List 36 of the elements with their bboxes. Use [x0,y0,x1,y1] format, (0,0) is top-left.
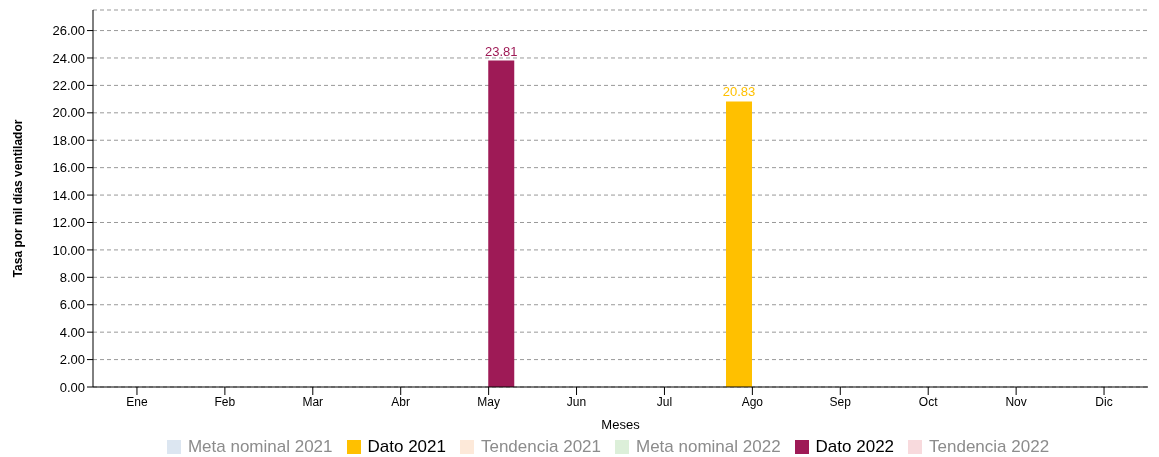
x-tick-label: Ene [126,394,148,409]
legend-label: Meta nominal 2022 [635,437,781,457]
y-tick-label: 18.00 [52,132,85,148]
x-tick-label: Ago [741,394,764,409]
y-tick-label: 4.00 [59,324,85,340]
y-tick-label: 10.00 [52,242,85,258]
x-tick-label: Abr [391,394,411,409]
legend-label: Meta nominal 2021 [186,437,333,457]
legend-label: Tendencia 2022 [928,437,1050,457]
x-tick-label: May [477,394,500,409]
y-tick-label: 16.00 [52,160,85,176]
x-tick-label: Feb [214,394,236,409]
y-tick-label: 20.00 [52,105,85,121]
y-tick-label: 6.00 [59,297,85,313]
y-tick-label: 2.00 [59,352,85,368]
x-tick-label: Jul [656,394,673,409]
y-tick-label: 14.00 [52,187,85,203]
x-tick-label: Dic [1095,394,1113,409]
data-label: 23.81 [484,43,518,59]
data-label: 20.83 [722,84,756,100]
y-tick-label: 24.00 [52,50,85,66]
y-axis-title: Tasa por mil días ventilador [11,119,26,278]
y-tick-label: 22.00 [52,78,85,94]
x-tick-label: Oct [918,394,939,409]
x-tick-label: Mar [302,394,324,409]
legend-label: Dato 2021 [366,437,446,457]
legend-label: Dato 2022 [814,437,895,457]
x-tick-label: Sep [829,394,852,409]
y-tick-label: 8.00 [59,269,85,285]
y-tick-label: 0.00 [59,379,85,395]
y-tick-label: 26.00 [52,23,85,39]
x-tick-label: Jun [566,394,587,409]
x-axis-title: Meses [601,417,641,432]
x-tick-label: Nov [1005,394,1027,409]
legend-label: Tendencia 2021 [479,437,601,457]
y-tick-label: 12.00 [52,215,85,231]
